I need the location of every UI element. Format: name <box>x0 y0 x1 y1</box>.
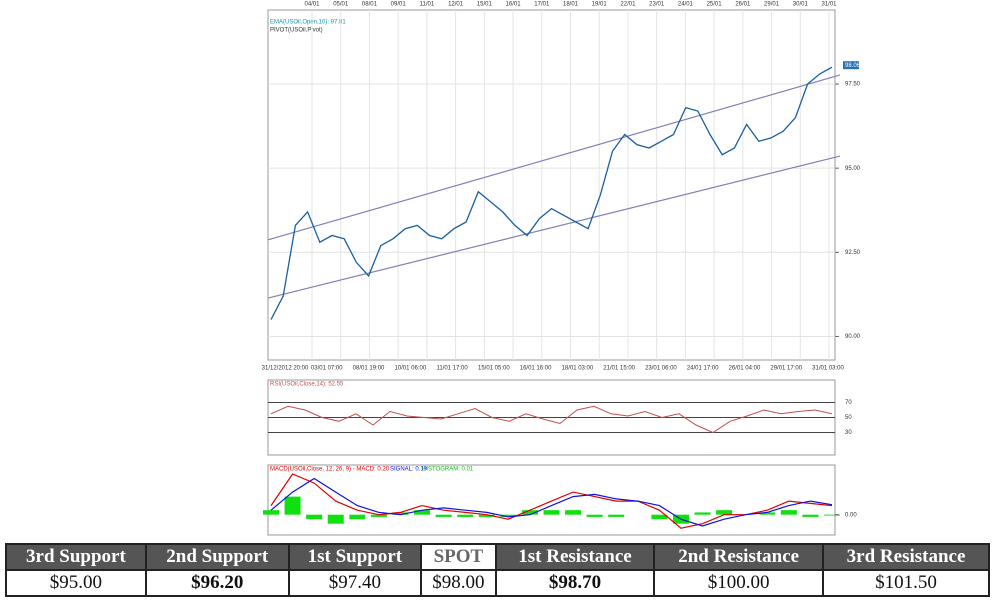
histogram-bar <box>414 510 431 515</box>
y-tick-label: 90.00 <box>845 334 861 340</box>
top-date-label: 23/01 <box>649 2 665 8</box>
top-date-label: 08/01 <box>362 2 378 8</box>
trend-line <box>267 155 841 299</box>
y-tick-label: 30 <box>845 430 852 436</box>
bottom-date-label: 24/01 17:00 <box>687 366 719 372</box>
y-tick-label: 97.50 <box>845 82 861 88</box>
top-date-label: 15/01 <box>477 2 493 8</box>
histogram-bar <box>780 510 797 515</box>
histogram-bar <box>306 514 323 520</box>
price-label-box <box>843 61 859 70</box>
column-header: 3rd Resistance <box>822 543 990 571</box>
column-header: SPOT <box>420 543 497 571</box>
bottom-date-label: 08/01 19:00 <box>353 366 385 372</box>
bottom-date-label: 03/01 07:00 <box>311 366 343 372</box>
signal-label: SIGNAL: 0.19 <box>390 467 428 473</box>
bottom-date-label: 11/01 17:00 <box>436 366 468 372</box>
level-cell: $98.70 <box>494 569 656 597</box>
y-tick-label: 0.00 <box>845 512 857 518</box>
bottom-date-label: 15/01 05:00 <box>478 366 510 372</box>
top-date-label: 19/01 <box>592 2 608 8</box>
bottom-date-label: 31/12/2012 20:00 <box>262 366 309 372</box>
histogram-bar <box>392 512 409 515</box>
histogram-bar <box>284 496 301 515</box>
top-date-label: 11/01 <box>420 2 435 8</box>
level-cell: $97.40 <box>287 569 423 597</box>
histogram-bar <box>716 510 733 515</box>
top-date-label: 22/01 <box>620 2 636 8</box>
top-date-label: 30/01 <box>793 2 809 8</box>
histogram-label: HISTOGRAM: 0.01 <box>422 467 474 473</box>
top-date-label: 16/01 <box>506 2 522 8</box>
top-date-label: 26/01 <box>735 2 751 8</box>
level-cell: $95.00 <box>5 569 147 597</box>
histogram-bar <box>694 512 711 515</box>
top-date-label: 09/01 <box>391 2 407 8</box>
histogram-bar <box>478 514 495 517</box>
histogram-bar <box>802 514 819 517</box>
macd-panel <box>267 464 836 536</box>
histogram-bar <box>370 514 387 517</box>
level-cell: $98.00 <box>420 569 497 597</box>
column-header: 2nd Support <box>144 543 290 571</box>
top-date-label: 12/01 <box>448 2 464 8</box>
histogram-bar <box>500 514 517 517</box>
main-panel <box>267 9 836 361</box>
bottom-date-label: 18/01 03:00 <box>562 366 594 372</box>
legend-ema: EMA(USOil,Open,10): 97.81 <box>270 20 346 26</box>
column-header: 2nd Resistance <box>653 543 825 571</box>
macd-line <box>270 477 833 527</box>
legend-pivot: PIVOT(USOil,Pivot) <box>270 28 323 34</box>
bottom-date-label: 23/01 06:00 <box>645 366 677 372</box>
column-header: 1st Support <box>287 543 423 571</box>
histogram-bar <box>586 514 603 517</box>
histogram-bar <box>608 514 625 517</box>
top-date-label: 05/01 <box>333 2 349 8</box>
histogram-bar <box>651 514 668 520</box>
chart: EMA(USOil,Open,10): 97.81 PIVOT(USOil,Pi… <box>262 2 861 536</box>
y-tick-label: 92.50 <box>845 250 861 256</box>
histogram-bar <box>759 512 776 515</box>
y-tick-label: 70 <box>845 400 852 406</box>
macd-line <box>270 473 833 529</box>
bottom-date-label: 16/01 16:00 <box>520 366 552 372</box>
column-header: 3rd Support <box>5 543 147 571</box>
histogram-bar <box>543 510 560 515</box>
column-header: 1st Resistance <box>494 543 656 571</box>
macd-label: MACD(USOil,Close, 12, 26, 9) - MACD: 0.2… <box>270 467 390 473</box>
histogram-bar <box>263 510 279 515</box>
rsi-label: RSI(USOil,Close,14): 52.55 <box>270 382 344 388</box>
histogram-bar <box>349 514 366 520</box>
top-date-label: 17/01 <box>534 2 550 8</box>
y-tick-label: 50 <box>845 415 852 421</box>
rsi-line <box>270 405 833 434</box>
top-date-label: 24/01 <box>678 2 694 8</box>
histogram-bar <box>824 514 840 516</box>
histogram-bar <box>435 514 452 517</box>
bottom-date-label: 31/01 03:00 <box>812 366 844 372</box>
histogram-bar <box>521 510 538 515</box>
histogram-bar <box>565 510 582 515</box>
bottom-date-label: 29/01 17:00 <box>770 366 802 372</box>
bottom-date-label: 21/01 15:00 <box>603 366 635 372</box>
top-date-label: 31/01 <box>821 2 837 8</box>
row: $95.00 $96.20 $97.40 $98.00 $98.70 $100.00 $10… <box>5 569 990 597</box>
top-date-label: 29/01 <box>764 2 780 8</box>
y-tick-label: 95.00 <box>845 166 861 172</box>
histogram-bar <box>327 514 344 524</box>
histogram-bar <box>457 514 474 517</box>
top-date-label: 25/01 <box>707 2 723 8</box>
price-line <box>270 66 833 320</box>
levels-table: 3rd Support 2nd Support 1st Support SPOT 1st… <box>5 543 990 597</box>
top-date-label: 04/01 <box>304 2 320 8</box>
level-cell: $96.20 <box>144 569 290 597</box>
level-cell: $101.50 <box>822 569 990 597</box>
bottom-date-label: 26/01 04:00 <box>729 366 761 372</box>
bottom-date-label: 10/01 06:00 <box>394 366 426 372</box>
top-date-label: 18/01 <box>563 2 579 8</box>
level-cell: $100.00 <box>653 569 825 597</box>
price-label: 98.06 <box>845 63 861 69</box>
trend-line <box>267 74 841 241</box>
